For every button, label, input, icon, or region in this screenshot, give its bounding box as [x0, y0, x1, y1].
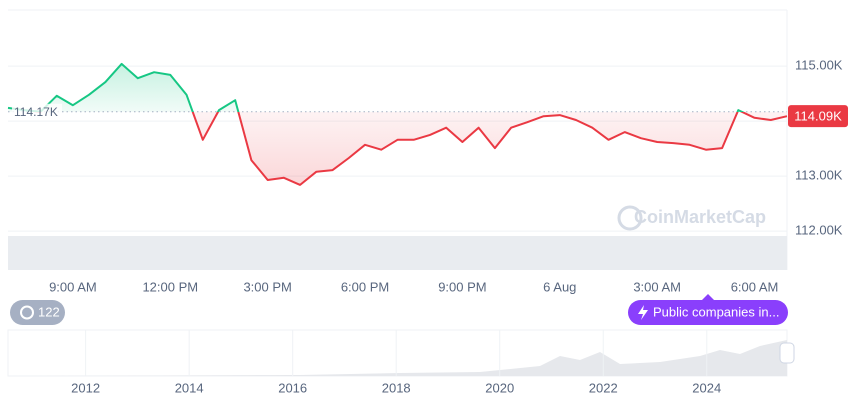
x-tick-label: 6 Aug [543, 279, 576, 294]
x-tick-label: 3:00 PM [243, 279, 291, 294]
badge-bg[interactable] [10, 300, 65, 325]
baseline-label: 114.17K [14, 105, 58, 119]
badge-count: 122 [38, 304, 60, 319]
navigator-year-label: 2022 [589, 380, 618, 395]
baseline-label-bg [12, 103, 62, 120]
x-tick-label: 3:00 AM [633, 279, 681, 294]
last-value-label: 114.09K [794, 109, 842, 124]
navigator-year-label: 2020 [485, 380, 514, 395]
x-tick-label: 9:00 PM [438, 279, 486, 294]
navigator-year-label: 2014 [175, 380, 204, 395]
x-tick-label: 6:00 PM [341, 279, 389, 294]
navigator-year-label: 2024 [692, 380, 721, 395]
navigator-handle[interactable] [779, 342, 795, 364]
y-tick-label: 113.00K [795, 168, 843, 183]
history-icon [20, 305, 34, 320]
y-tick-label: 115.00K [795, 58, 843, 73]
watermark: CoinMarketCap [634, 207, 766, 227]
navigator-year-label: 2012 [71, 380, 100, 395]
event-label[interactable]: Public companies in... [653, 304, 779, 319]
navigator-area [8, 340, 787, 376]
area [8, 63, 787, 185]
bolt-icon [638, 305, 648, 320]
navigator-year-label: 2016 [278, 380, 307, 395]
price-line [7, 62, 788, 186]
history-badge[interactable]: 122 [10, 300, 65, 325]
navigator [7, 329, 795, 377]
volume-area [8, 236, 787, 270]
pointer [702, 294, 714, 300]
watermark-logo [617, 205, 643, 231]
last-value-badge [788, 105, 848, 128]
event-button[interactable]: Public companies in... [628, 294, 788, 325]
y-tick-label: 112.00K [795, 223, 843, 238]
x-tick-label: 9:00 AM [49, 279, 97, 294]
navigator-year-label: 2018 [382, 380, 411, 395]
x-tick-label: 6:00 AM [731, 279, 779, 294]
event-bg[interactable] [628, 300, 788, 325]
x-tick-label: 12:00 PM [142, 279, 198, 294]
